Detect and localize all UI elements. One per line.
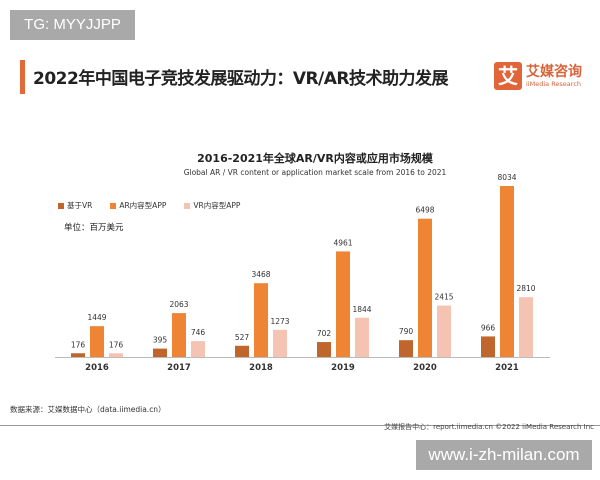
data-label: 2810	[516, 284, 535, 293]
unit-label: 单位：百万美元	[64, 223, 124, 233]
bar	[500, 186, 514, 357]
data-label: 966	[481, 323, 496, 332]
source-note: 数据来源：艾媒数据中心（data.iimedia.cn）	[10, 405, 166, 414]
legend-swatch	[58, 202, 64, 209]
data-label: 2063	[169, 300, 188, 309]
logo: 艾 艾媒咨询 iiMedia Research	[494, 62, 582, 90]
legend-item: VR内容型APP	[184, 200, 240, 211]
x-tick-label: 2021	[495, 363, 519, 373]
chart-title: 2016-2021年全球AR/VR内容或应用市场规模	[197, 152, 433, 165]
bar	[191, 341, 205, 357]
watermark-top: TG: MYYJJPP	[10, 10, 135, 40]
bar	[418, 218, 432, 357]
bar	[437, 305, 451, 357]
data-label: 395	[153, 336, 168, 345]
legend-label: 基于VR	[67, 201, 93, 210]
data-label: 790	[399, 327, 414, 336]
bar	[172, 313, 186, 357]
watermark-bottom: www.i-zh-milan.com	[416, 440, 592, 470]
data-label: 6498	[415, 206, 434, 215]
data-label: 1844	[352, 305, 371, 314]
data-label: 4961	[333, 238, 352, 247]
chart-subtitle: Global AR / VR content or application ma…	[183, 168, 447, 177]
x-tick-label: 2018	[249, 363, 273, 373]
legend-swatch	[184, 202, 191, 209]
bar	[71, 353, 85, 357]
logo-en: iiMedia Research	[526, 80, 582, 88]
legend: 基于VR AR内容型APP VR内容型APP	[58, 200, 240, 211]
legend-label: VR内容型APP	[193, 201, 241, 210]
data-label: 1273	[270, 317, 289, 326]
x-tick-label: 2017	[167, 363, 191, 373]
x-tick-label: 2020	[413, 363, 437, 373]
legend-item: AR内容型APP	[110, 200, 166, 211]
logo-mark: 艾	[494, 62, 522, 90]
data-label: 3468	[251, 270, 270, 279]
data-label: 746	[191, 328, 206, 337]
data-label: 176	[71, 340, 86, 349]
footer-credit: 艾媒报告中心：report.iimedia.cn ©2022 iiMedia R…	[384, 423, 594, 431]
data-label: 2415	[434, 293, 453, 302]
title-accent-bar	[20, 60, 25, 94]
bar	[235, 345, 249, 357]
logo-cn: 艾媒咨询	[526, 64, 582, 80]
bar	[336, 251, 350, 357]
bar	[90, 326, 104, 357]
bar	[519, 297, 533, 357]
data-label: 8034	[497, 173, 516, 182]
bar	[273, 329, 287, 357]
legend-item: 基于VR	[58, 200, 92, 211]
bar	[399, 340, 413, 357]
x-tick-label: 2019	[331, 363, 355, 373]
bar	[153, 348, 167, 357]
legend-swatch	[110, 202, 117, 209]
data-label: 1449	[87, 313, 106, 322]
x-tick-label: 2016	[85, 363, 109, 373]
bar	[254, 283, 268, 357]
legend-label: AR内容型APP	[119, 201, 167, 210]
page-title: 2022年中国电子竞技发展驱动力：VR/AR技术助力发展	[33, 69, 449, 89]
data-label: 176	[109, 340, 124, 349]
data-label: 527	[235, 333, 250, 342]
divider	[0, 425, 600, 426]
bar	[481, 336, 495, 357]
data-label: 702	[317, 329, 332, 338]
bar	[317, 342, 331, 357]
bar	[355, 317, 369, 357]
bar	[109, 353, 123, 357]
